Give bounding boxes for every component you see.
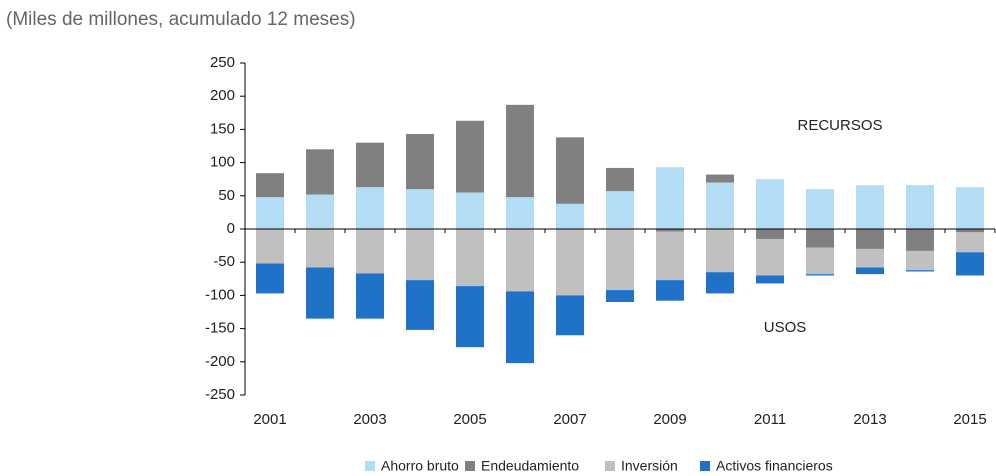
bar-segment bbox=[506, 229, 534, 292]
bar-segment bbox=[806, 189, 834, 229]
x-tick-label: 2009 bbox=[653, 411, 686, 428]
bar-segment bbox=[256, 173, 284, 198]
bar-segment bbox=[256, 197, 284, 229]
legend-label: Ahorro bruto bbox=[381, 458, 459, 474]
bar-segment bbox=[656, 280, 684, 301]
bar-segment bbox=[806, 247, 834, 275]
bar-segment bbox=[656, 229, 684, 232]
bar-segment bbox=[656, 167, 684, 229]
x-tick-label: 2011 bbox=[754, 411, 786, 428]
y-tick-label: 250 bbox=[210, 54, 235, 71]
bar-segment bbox=[906, 185, 934, 229]
bar-segment bbox=[806, 274, 834, 276]
bar-segment bbox=[506, 104, 534, 198]
x-tick-label: 2003 bbox=[353, 411, 386, 428]
x-tick-label: 2001 bbox=[253, 411, 286, 428]
y-tick-label: -50 bbox=[213, 253, 235, 270]
bar-segment bbox=[956, 232, 984, 253]
bar-segment bbox=[756, 229, 784, 239]
bar-segment bbox=[506, 291, 534, 364]
legend-swatch bbox=[365, 461, 375, 471]
y-tick-label: 100 bbox=[210, 154, 235, 171]
bar-segment bbox=[406, 189, 434, 229]
bar-segment bbox=[456, 120, 484, 193]
bar-segment bbox=[506, 197, 534, 229]
bar-segment bbox=[356, 229, 384, 274]
bar-segment bbox=[456, 229, 484, 287]
y-tick-label: -150 bbox=[205, 320, 235, 337]
bar-segment bbox=[606, 191, 634, 229]
bar-segment bbox=[856, 229, 884, 249]
bar-segment bbox=[456, 192, 484, 229]
bar-segment bbox=[956, 187, 984, 229]
bar-segment bbox=[606, 290, 634, 303]
bar-segment bbox=[906, 270, 934, 272]
y-tick-label: -200 bbox=[205, 353, 235, 370]
bar-segment bbox=[406, 134, 434, 190]
bar-segment bbox=[306, 194, 334, 229]
x-tick-label: 2005 bbox=[453, 411, 486, 428]
bar-segment bbox=[906, 250, 934, 271]
bar-segment bbox=[306, 229, 334, 268]
bar-segment bbox=[406, 229, 434, 281]
bar-segment bbox=[956, 229, 984, 233]
bar-segment bbox=[456, 286, 484, 348]
bar-segment bbox=[856, 185, 884, 229]
bar-segment bbox=[406, 280, 434, 330]
legend-swatch bbox=[465, 461, 475, 471]
bar-segment bbox=[806, 229, 834, 248]
bar-segment bbox=[256, 263, 284, 294]
annotation: RECURSOS bbox=[797, 117, 882, 134]
annotation: USOS bbox=[764, 319, 807, 336]
legend-swatch bbox=[700, 461, 710, 471]
bar-segment bbox=[756, 238, 784, 276]
chart-subtitle: (Miles de millones, acumulado 12 meses) bbox=[6, 9, 356, 30]
x-tick-label: 2013 bbox=[853, 411, 886, 428]
bar-segment bbox=[856, 267, 884, 275]
bar-segment bbox=[756, 275, 784, 284]
bar-segment bbox=[706, 182, 734, 229]
bar-segment bbox=[856, 248, 884, 268]
y-tick-label: -100 bbox=[205, 286, 235, 303]
bar-segment bbox=[906, 229, 934, 251]
bar-segment bbox=[656, 231, 684, 281]
x-tick-label: 2007 bbox=[553, 411, 586, 428]
bar-segment bbox=[606, 229, 634, 291]
bar-segment bbox=[356, 273, 384, 319]
bar-segment bbox=[356, 142, 384, 188]
legend-label: Inversión bbox=[621, 458, 678, 474]
bar-segment bbox=[956, 252, 984, 276]
bar-segment bbox=[356, 187, 384, 229]
bar-segment bbox=[756, 179, 784, 229]
y-tick-label: 0 bbox=[227, 220, 235, 237]
y-tick-label: 200 bbox=[210, 87, 235, 104]
legend-label: Activos financieros bbox=[716, 458, 833, 474]
y-tick-label: 150 bbox=[210, 120, 235, 137]
bar-segment bbox=[706, 229, 734, 273]
bar-segment bbox=[606, 167, 634, 192]
y-tick-label: -250 bbox=[205, 386, 235, 403]
bar-segment bbox=[706, 174, 734, 183]
legend-label: Endeudamiento bbox=[481, 458, 579, 474]
bar-segment bbox=[706, 272, 734, 294]
bar-segment bbox=[556, 203, 584, 229]
x-tick-label: 2015 bbox=[953, 411, 986, 428]
bar-segment bbox=[256, 229, 284, 264]
bar-segment bbox=[556, 137, 584, 204]
legend-swatch bbox=[605, 461, 615, 471]
y-tick-label: 50 bbox=[218, 187, 235, 204]
bar-segment bbox=[556, 295, 584, 336]
bar-segment bbox=[306, 267, 334, 319]
bar-segment bbox=[556, 229, 584, 296]
bar-segment bbox=[306, 149, 334, 195]
